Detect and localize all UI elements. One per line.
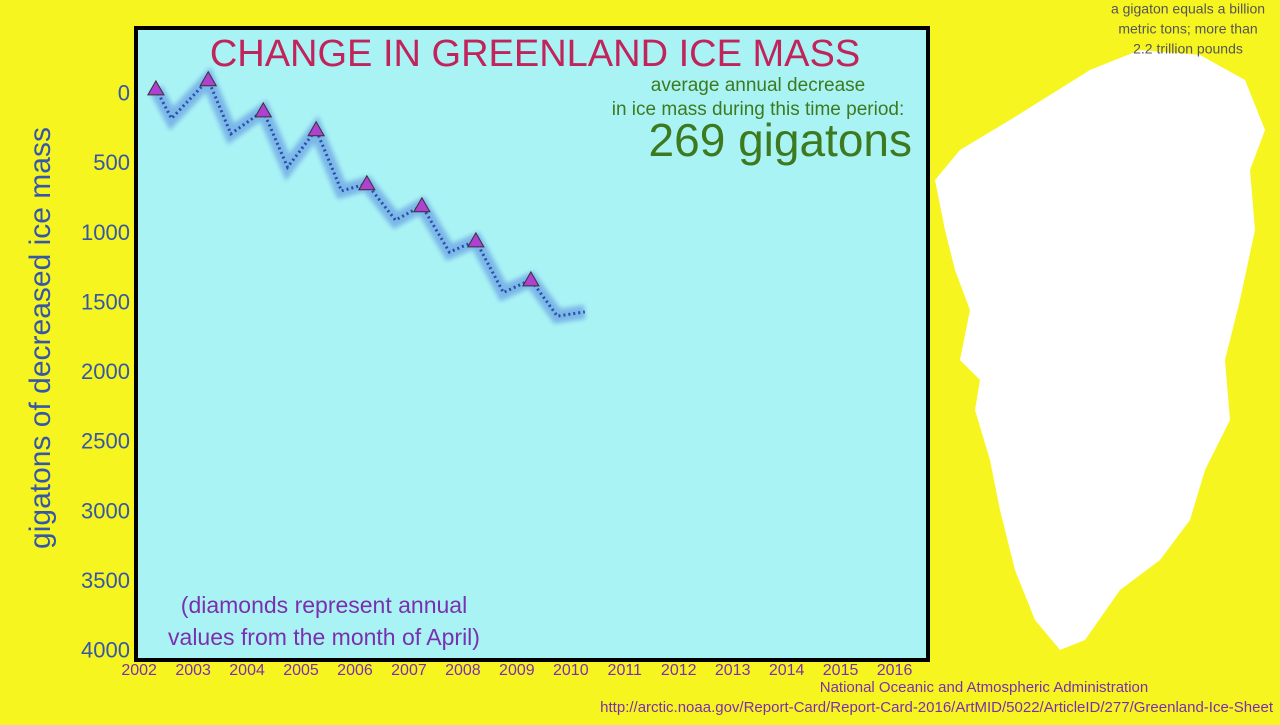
x-tick-label: 2016 (877, 662, 913, 679)
data-marker (466, 231, 485, 248)
source-url: http://arctic.noaa.gov/Report-Card/Repor… (600, 699, 1274, 716)
x-tick-label: 2003 (175, 662, 211, 679)
data-marker (307, 120, 325, 137)
x-tick-label: 2013 (715, 662, 751, 679)
x-tick-label: 2005 (283, 662, 319, 679)
x-tick-label: 2015 (823, 662, 859, 679)
y-axis-label: gigatons of decreased ice mass (24, 127, 57, 549)
note: (diamonds represent annual (181, 592, 467, 618)
y-tick-label: 1500 (81, 289, 130, 314)
y-tick-label: 2000 (81, 359, 130, 384)
y-tick-label: 3000 (81, 498, 130, 523)
x-tick-label: 2006 (337, 662, 373, 679)
data-marker (357, 174, 376, 191)
headline: 269 gigatons (649, 114, 912, 166)
x-tick-label: 2009 (499, 662, 535, 679)
x-tick-label: 2012 (661, 662, 697, 679)
y-tick-label: 0 (118, 81, 130, 106)
data-marker (254, 101, 273, 118)
note: values from the month of April) (168, 624, 480, 650)
data-marker (522, 270, 540, 287)
chart-title: CHANGE IN GREENLAND ICE MASS (210, 33, 860, 75)
x-tick-label: 2010 (553, 662, 589, 679)
y-tick-label: 500 (93, 150, 130, 175)
x-tick-label: 2002 (121, 662, 157, 679)
side-note: metric tons; more than (1118, 21, 1257, 37)
y-tick-label: 1000 (81, 220, 130, 245)
source: National Oceanic and Atmospheric Adminis… (820, 679, 1149, 696)
subtitle: average annual decrease (651, 75, 865, 96)
data-marker (413, 196, 431, 213)
greenland-map (935, 50, 1265, 650)
side-note: 2.2 trillion pounds (1133, 41, 1243, 57)
subtitle: in ice mass during this time period: (612, 99, 905, 120)
y-tick-label: 3500 (81, 568, 130, 593)
x-tick-label: 2014 (769, 662, 805, 679)
x-tick-label: 2008 (445, 662, 481, 679)
y-tick-label: 2500 (81, 429, 130, 454)
x-tick-label: 2007 (391, 662, 427, 679)
y-tick-label: 4000 (81, 637, 130, 662)
x-tick-label: 2004 (229, 662, 265, 679)
side-note: a gigaton equals a billion (1111, 1, 1265, 17)
data-marker (199, 70, 218, 87)
data-marker (147, 79, 165, 96)
x-tick-label: 2011 (608, 662, 643, 679)
